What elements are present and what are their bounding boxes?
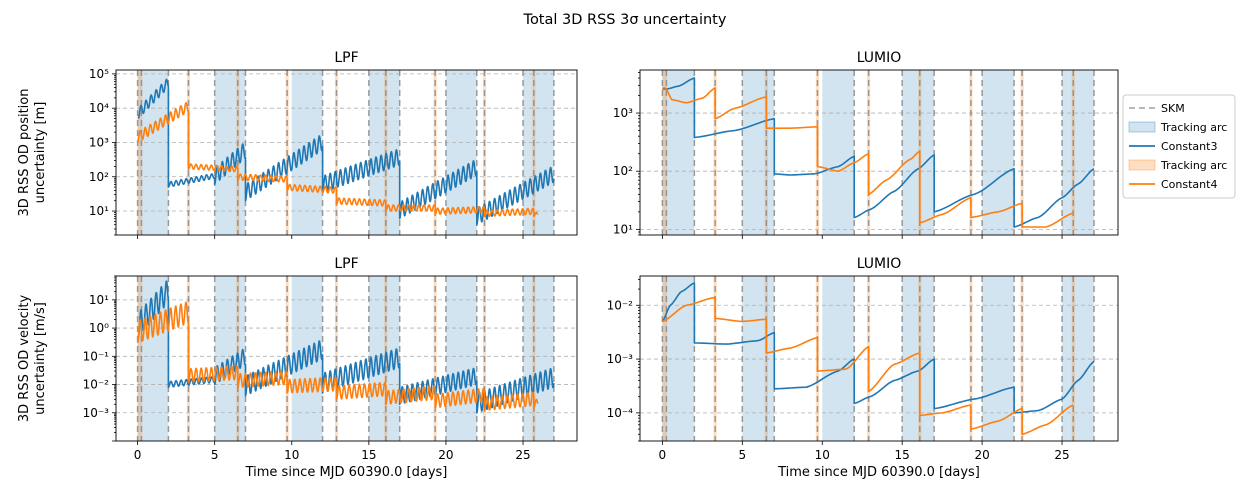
tracking-arc-blue [1062, 70, 1095, 235]
y-axis-label: 3D RSS OD positionuncertainty [m] [17, 89, 48, 217]
tracking-arc-orange [137, 276, 143, 441]
tracking-arc-blue [822, 276, 855, 441]
panel-title: LUMIO [857, 256, 902, 272]
tracking-arc-blue [742, 70, 775, 235]
x-tick-label: 20 [438, 448, 453, 462]
series-constant3 [137, 78, 555, 226]
plot-area [116, 70, 577, 235]
tracking-arc-orange [137, 70, 143, 235]
legend-item: Constant3 [1129, 140, 1217, 153]
x-tick-label: 10 [815, 448, 830, 462]
y-tick-label: 10¹ [89, 293, 109, 307]
axes-frame [115, 275, 578, 442]
x-axis-label: Time since MJD 60390.0 [days] [777, 465, 980, 480]
series-constant4 [136, 301, 539, 412]
tracking-arc-blue [445, 70, 477, 235]
y-tick-label: 10¹ [89, 204, 109, 218]
plot-area [116, 276, 577, 441]
tracking-arc-blue [822, 70, 855, 235]
legend-label: Constant3 [1161, 140, 1217, 153]
y-tick-label: 10³ [89, 135, 109, 149]
tracking-arc-orange [662, 276, 668, 441]
legend-item: SKM [1129, 102, 1185, 115]
axes-frame [639, 69, 1119, 236]
y-axis-label-line: uncertainty [m/s] [33, 302, 48, 415]
panel-title: LPF [334, 50, 358, 66]
legend-label: Tracking arc [1160, 121, 1227, 134]
y-tick-label: 10⁻⁴ [607, 406, 634, 420]
y-tick-label: 10² [89, 170, 109, 184]
chart-panel-3: 10⁻⁴ 10⁻³ 10⁻² 0 5 10 15 20 25 LUMIO Time since MJ… [607, 256, 1119, 480]
tracking-arc-blue [1062, 276, 1095, 441]
tracking-arc-blue [982, 70, 1015, 235]
y-tick-label: 10⁻² [607, 298, 634, 312]
legend-label: Tracking arc [1160, 159, 1227, 172]
figure-suptitle: Total 3D RSS 3σ uncertainty [523, 12, 727, 28]
x-tick-label: 5 [211, 448, 219, 462]
x-axis-label: Time since MJD 60390.0 [days] [245, 465, 448, 480]
series-constant3 [661, 282, 1095, 414]
series-constant4 [662, 296, 1074, 436]
y-tick-label: 10² [613, 164, 633, 178]
y-tick-label: 10⁻³ [607, 352, 634, 366]
y-axis-label-line: uncertainty [m] [33, 102, 48, 204]
x-tick-label: 15 [361, 448, 376, 462]
y-tick-label: 10⁵ [89, 67, 109, 81]
y-axis-label-line: 3D RSS OD velocity [17, 295, 32, 423]
tracking-arc-blue [445, 276, 477, 441]
y-tick-label: 10⁻² [83, 378, 110, 392]
axes-frame [639, 275, 1119, 442]
y-tick-label: 10⁻³ [83, 406, 110, 420]
tracking-arc-blue [214, 276, 246, 441]
tracking-arc-blue [662, 276, 695, 441]
tracking-arc-blue [523, 276, 554, 441]
x-tick-label: 15 [895, 448, 910, 462]
tracking-arc-blue [523, 70, 554, 235]
tracking-arc-blue [137, 70, 169, 235]
x-tick-label: 0 [659, 448, 667, 462]
y-axis-label-line: 3D RSS OD position [17, 89, 32, 217]
legend-box [1122, 94, 1236, 199]
legend-swatch-patch [1128, 121, 1156, 133]
y-tick-label: 10⁻¹ [83, 349, 110, 363]
series-constant4 [136, 101, 539, 218]
x-tick-label: 20 [974, 448, 989, 462]
y-tick-label: 10⁰ [89, 321, 109, 335]
legend-label: Constant4 [1161, 178, 1217, 191]
x-tick-label: 0 [134, 448, 142, 462]
chart-panel-0: 10¹ 10² 10³ 10⁴ 10⁵ LPF 3D RSS OD positionunce… [17, 50, 578, 239]
chart-panel-2: 10⁻³ 10⁻² 10⁻¹ 10⁰ 10¹ 0 5 10 15 20 25 LPF Time sinc… [17, 256, 578, 480]
legend: SKM Tracking arc Constant3 Tracking arc Cons… [1122, 94, 1236, 199]
plot-area [640, 276, 1118, 441]
tracking-arc-blue [662, 70, 695, 235]
panel-title: LPF [334, 256, 358, 272]
tracking-arc-blue [982, 276, 1015, 441]
series-constant4 [661, 87, 1074, 228]
plot-area [640, 70, 1118, 235]
y-tick-label: 10³ [613, 106, 633, 120]
y-axis-label: 3D RSS OD velocityuncertainty [m/s] [17, 295, 48, 423]
y-tick-label: 10¹ [613, 222, 633, 236]
tracking-arc-orange [662, 70, 668, 235]
series-constant3 [662, 77, 1095, 228]
tracking-arc-blue [742, 276, 775, 441]
legend-item: Tracking arc [1128, 159, 1227, 172]
panel-title: LUMIO [857, 50, 902, 66]
y-tick-label: 10⁴ [89, 101, 109, 115]
x-tick-label: 10 [284, 448, 299, 462]
x-tick-label: 25 [1054, 448, 1069, 462]
x-tick-label: 25 [515, 448, 530, 462]
tracking-arc-blue [214, 70, 246, 235]
legend-item: Constant4 [1129, 178, 1217, 191]
legend-swatch-patch [1128, 159, 1156, 171]
x-tick-label: 5 [738, 448, 746, 462]
legend-label: SKM [1161, 102, 1185, 115]
legend-item: Tracking arc [1128, 121, 1227, 134]
chart-panel-1: 10¹ 10² 10³ LUMIO [613, 50, 1119, 239]
